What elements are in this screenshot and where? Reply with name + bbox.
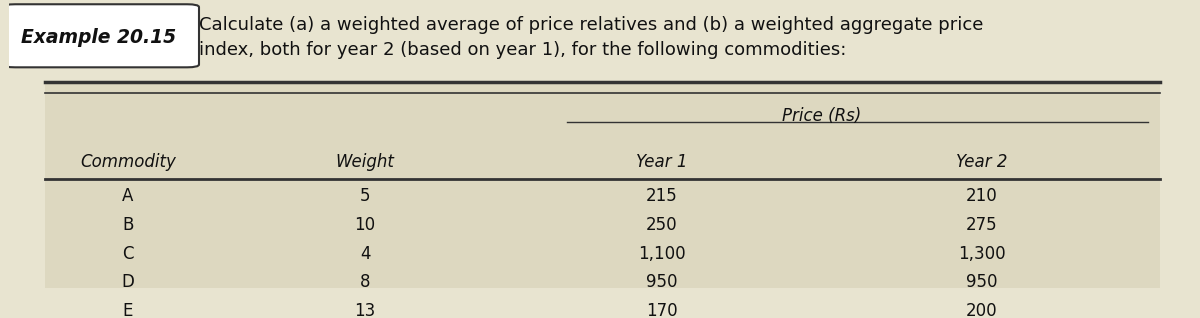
Text: 170: 170 [646, 302, 678, 318]
Text: 200: 200 [966, 302, 997, 318]
Text: A: A [122, 187, 133, 205]
Text: Commodity: Commodity [80, 153, 175, 171]
Text: 275: 275 [966, 216, 997, 234]
Text: E: E [122, 302, 133, 318]
Text: 4: 4 [360, 245, 371, 263]
Text: 1,300: 1,300 [958, 245, 1006, 263]
Text: 950: 950 [646, 273, 677, 291]
Text: C: C [122, 245, 133, 263]
Text: 13: 13 [354, 302, 376, 318]
Text: 215: 215 [646, 187, 678, 205]
Text: 8: 8 [360, 273, 371, 291]
Text: B: B [122, 216, 133, 234]
Text: Example 20.15: Example 20.15 [20, 28, 175, 47]
Text: Year 2: Year 2 [956, 153, 1008, 171]
Text: D: D [121, 273, 134, 291]
Text: 250: 250 [646, 216, 678, 234]
Text: Year 1: Year 1 [636, 153, 688, 171]
Text: Weight: Weight [336, 153, 395, 171]
Text: 10: 10 [354, 216, 376, 234]
FancyBboxPatch shape [4, 4, 199, 67]
Text: 5: 5 [360, 187, 371, 205]
Text: 210: 210 [966, 187, 997, 205]
Bar [44, 82, 1160, 314]
Text: Calculate (a) a weighted average of price relatives and (b) a weighted aggregate: Calculate (a) a weighted average of pric… [199, 16, 983, 59]
Text: Price (Rs): Price (Rs) [782, 107, 862, 125]
Text: 950: 950 [966, 273, 997, 291]
Text: 1,100: 1,100 [638, 245, 685, 263]
